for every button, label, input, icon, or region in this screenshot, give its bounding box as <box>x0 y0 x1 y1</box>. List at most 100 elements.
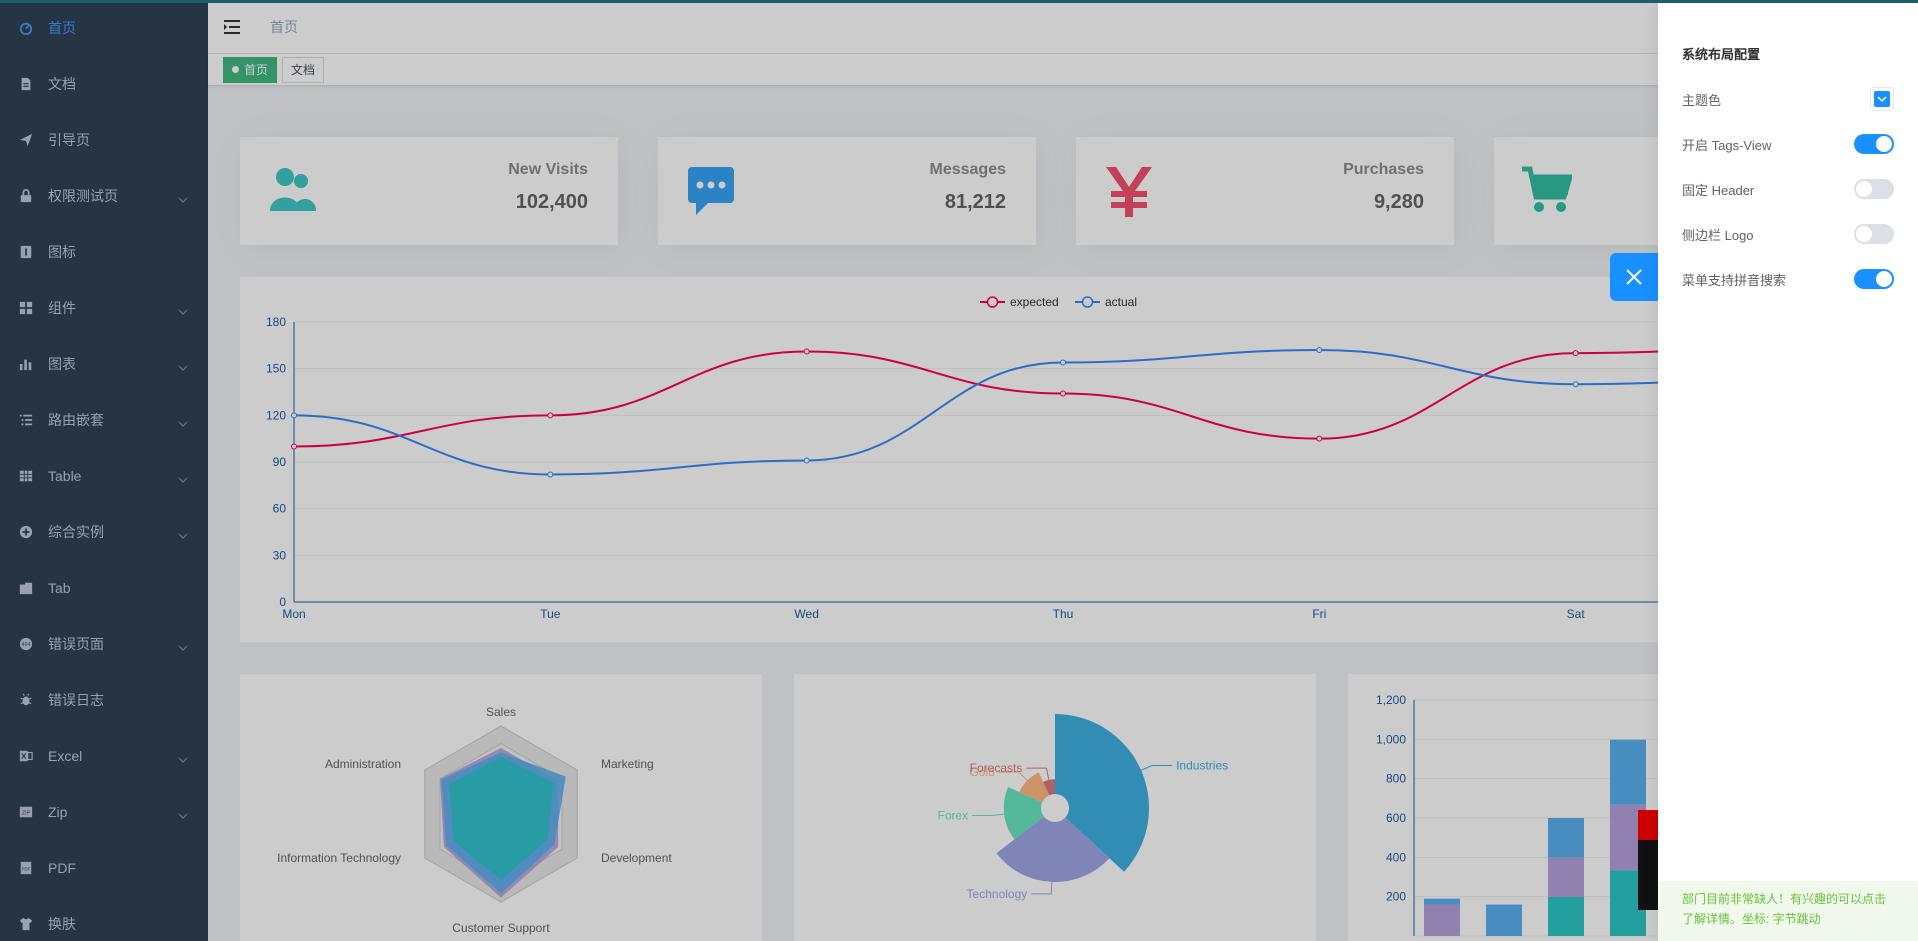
y-tick-label: 200 <box>1386 890 1406 904</box>
radar-indicator-label: Customer Support <box>452 921 550 935</box>
sidebar: 首页文档引导页权限测试页图标组件图表路由嵌套 Table 综合实例 Tab 404 错误页… <box>0 0 208 941</box>
y-tick-label: 120 <box>266 408 286 422</box>
breadcrumb[interactable]: 首页 <box>270 18 298 35</box>
y-tick-label: 1,200 <box>1376 693 1406 707</box>
sidebar-item-label: 首页 <box>48 20 76 36</box>
pie-label-line <box>1026 767 1050 781</box>
x-tick-label: Sat <box>1567 607 1586 621</box>
radar-indicator-label: Information Technology <box>277 851 401 865</box>
panel-messages[interactable]: Messages 81,212 <box>658 137 1036 245</box>
chevron-down-icon <box>178 302 188 318</box>
settings-drawer: 系统布局配置 主题色 开启 Tags-View 固定 Header 侧边栏 Logo… <box>1658 3 1918 941</box>
bar-pageB <box>1424 904 1460 936</box>
data-point <box>1316 435 1323 442</box>
radar-chart: Sales Marketing Development Customer Suppor… <box>240 674 762 941</box>
chevron-down-icon <box>178 806 188 822</box>
sidebar-item-4[interactable]: 图标 <box>0 224 208 280</box>
panel-new-visits[interactable]: New Visits 102,400 <box>240 137 618 245</box>
data-point <box>1572 381 1579 388</box>
radar-indicator-label: Development <box>601 851 672 865</box>
component-icon <box>18 300 34 316</box>
sidebar-item-7[interactable]: 路由嵌套 <box>0 392 208 448</box>
legend-label: expected <box>1010 295 1059 309</box>
sidebar-item-label: 权限测试页 <box>48 188 118 204</box>
table-icon <box>18 468 34 484</box>
radar-area <box>449 756 555 880</box>
sidebar-item-12[interactable]: 错误日志 <box>0 672 208 728</box>
icon-icon <box>18 244 34 260</box>
y-tick-label: 400 <box>1386 850 1406 864</box>
sidebar-item-label: 图表 <box>48 356 76 372</box>
setting-label: 菜单支持拼音搜索 <box>1682 272 1787 288</box>
sidebar-item-label: 错误日志 <box>48 692 104 708</box>
peoples-icon <box>268 165 316 216</box>
sidebar-item-label: 文档 <box>48 76 76 92</box>
panel-label: New Visits <box>508 161 588 178</box>
pie-label-line <box>1140 764 1173 771</box>
sidebar-item-10[interactable]: Tab <box>0 560 208 616</box>
chevron-down-icon <box>1877 96 1887 103</box>
sidebar-item-15[interactable]: PDF PDF <box>0 840 208 896</box>
sidebar-item-6[interactable]: 图表 <box>0 336 208 392</box>
guide-icon <box>18 132 34 148</box>
bar-pageC <box>1424 898 1460 905</box>
svg-text:PDF: PDF <box>22 867 31 872</box>
404-icon: 404 <box>18 636 34 652</box>
svg-text:404: 404 <box>22 642 31 648</box>
recruit-notice[interactable]: 部门目前非常缺人！有兴趣的可以点击了解详情。坐标: 字节跳动 <box>1658 881 1918 941</box>
sidebar-item-2[interactable]: 引导页 <box>0 112 208 168</box>
sidebar-item-label: 综合实例 <box>48 524 104 540</box>
advertisement[interactable] <box>1638 810 1658 910</box>
sidebar-item-label: 图标 <box>48 244 76 260</box>
pie-label: Gold <box>969 765 994 779</box>
chevron-down-icon <box>178 470 188 486</box>
tab-icon <box>18 580 34 596</box>
dashboard-icon <box>18 20 34 36</box>
theme-color-picker[interactable] <box>1870 87 1894 111</box>
tags-view: 首页 文档 <box>208 54 1918 86</box>
x-tick-label: Tue <box>540 607 561 621</box>
hamburger-icon[interactable] <box>224 17 244 37</box>
pie-slice-Forex <box>1003 787 1044 840</box>
bar-pageB <box>1548 857 1584 897</box>
chart-icon <box>18 356 34 372</box>
sidebar-item-0[interactable]: 首页 <box>0 0 208 56</box>
close-settings-button[interactable] <box>1610 253 1658 301</box>
panel-purchases[interactable]: Purchases 9,280 <box>1076 137 1454 245</box>
setting-switch[interactable] <box>1854 134 1894 154</box>
radar-chart-svg: Sales Marketing Development Customer Suppor… <box>277 705 672 935</box>
pie-slice-Forecasts <box>1043 779 1055 796</box>
sidebar-item-label: Excel <box>48 748 83 764</box>
panel-value: 81,212 <box>944 191 1006 213</box>
sidebar-item-5[interactable]: 组件 <box>0 280 208 336</box>
setting-switch[interactable] <box>1854 269 1894 289</box>
pdf-icon: PDF <box>18 860 34 876</box>
svg-text:ZIP: ZIP <box>22 811 31 817</box>
y-tick-label: 1,000 <box>1376 732 1406 746</box>
setting-switch[interactable] <box>1854 179 1894 199</box>
setting-switch[interactable] <box>1854 224 1894 244</box>
panel-label: Purchases <box>1343 161 1424 178</box>
legend-marker <box>1081 296 1094 308</box>
sidebar-item-3[interactable]: 权限测试页 <box>0 168 208 224</box>
chevron-down-icon <box>178 526 188 542</box>
sidebar-item-1[interactable]: 文档 <box>0 56 208 112</box>
data-point <box>291 443 297 450</box>
setting-label: 侧边栏 Logo <box>1682 227 1754 243</box>
sidebar-item-label: Zip <box>48 804 68 820</box>
sidebar-item-11[interactable]: 404 错误页面 <box>0 616 208 672</box>
panel-value: 102,400 <box>515 191 588 213</box>
sidebar-item-9[interactable]: 综合实例 <box>0 504 208 560</box>
tag-home[interactable]: 首页 <box>223 56 278 83</box>
data-point <box>1060 359 1066 366</box>
documentation-icon <box>18 76 34 92</box>
sidebar-item-13[interactable]: Excel <box>0 728 208 784</box>
tag-documentation[interactable]: 文档 <box>282 56 325 83</box>
shopping-cart-icon <box>1522 165 1574 218</box>
sidebar-item-8[interactable]: Table <box>0 448 208 504</box>
data-point <box>1060 390 1066 397</box>
chevron-down-icon <box>178 638 188 654</box>
sidebar-item-16[interactable]: 换肤 <box>0 896 208 941</box>
sidebar-item-14[interactable]: ZIP Zip <box>0 784 208 840</box>
